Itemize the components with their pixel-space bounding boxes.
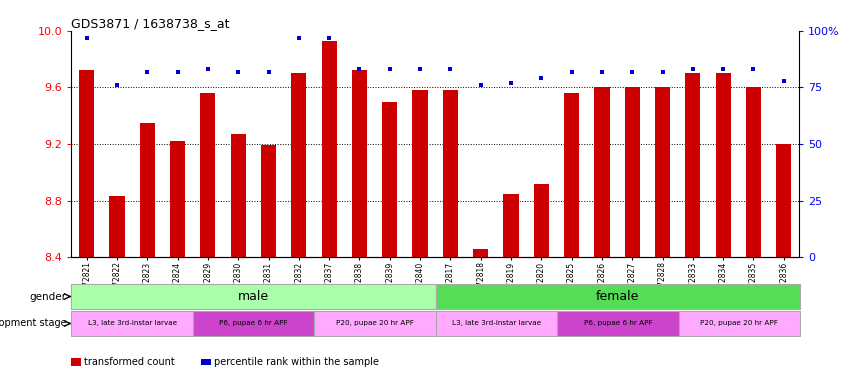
Bar [170,141,185,257]
Text: P6, pupae 6 hr APF: P6, pupae 6 hr APF [584,321,652,326]
Bar [200,93,215,257]
Point [383,66,396,72]
Bar [109,196,124,257]
Point [140,68,154,74]
Point [626,68,639,74]
Text: gender: gender [29,291,66,301]
Bar [716,73,731,257]
Point [777,78,791,84]
Bar [534,184,549,257]
Bar [436,284,800,309]
Bar [473,249,489,257]
Bar [321,41,336,257]
Bar [261,146,276,257]
Bar [679,311,800,336]
Bar [655,87,670,257]
Point [110,82,124,88]
Bar [382,101,397,257]
Bar [412,90,427,257]
Text: female: female [596,290,639,303]
Bar [352,70,367,257]
Bar [595,87,610,257]
Point [292,35,305,41]
Bar [193,311,315,336]
Point [686,66,700,72]
Text: percentile rank within the sample: percentile rank within the sample [214,357,379,367]
Text: L3, late 3rd-instar larvae: L3, late 3rd-instar larvae [452,321,541,326]
Point [171,68,184,74]
Bar [71,284,436,309]
Text: P20, pupae 20 hr APF: P20, pupae 20 hr APF [701,321,778,326]
Text: development stage: development stage [0,318,66,328]
Bar [776,144,791,257]
Point [201,66,214,72]
Bar [625,87,640,257]
Bar [79,70,94,257]
Point [352,66,366,72]
Point [444,66,458,72]
Point [717,66,730,72]
Point [505,80,518,86]
Text: P6, pupae 6 hr APF: P6, pupae 6 hr APF [220,321,288,326]
Bar [558,311,679,336]
Point [80,35,93,41]
Bar [230,134,246,257]
Point [565,68,579,74]
Bar [291,73,306,257]
Bar [315,311,436,336]
Text: L3, late 3rd-instar larvae: L3, late 3rd-instar larvae [87,321,177,326]
Text: male: male [238,290,269,303]
Point [413,66,426,72]
Bar [436,311,558,336]
Bar [71,311,193,336]
Point [322,35,336,41]
Point [656,68,669,74]
Bar [746,87,761,257]
Bar [71,358,82,366]
Bar [504,194,519,257]
Point [262,68,275,74]
Bar [140,123,155,257]
Point [595,68,609,74]
Point [747,66,760,72]
Bar [685,73,701,257]
Text: transformed count: transformed count [84,357,175,367]
Point [231,68,245,74]
Bar [564,93,579,257]
Bar [443,90,458,257]
Point [474,82,488,88]
Text: P20, pupae 20 hr APF: P20, pupae 20 hr APF [336,321,414,326]
Text: GDS3871 / 1638738_s_at: GDS3871 / 1638738_s_at [71,17,230,30]
Point [535,75,548,81]
Bar [202,359,211,365]
